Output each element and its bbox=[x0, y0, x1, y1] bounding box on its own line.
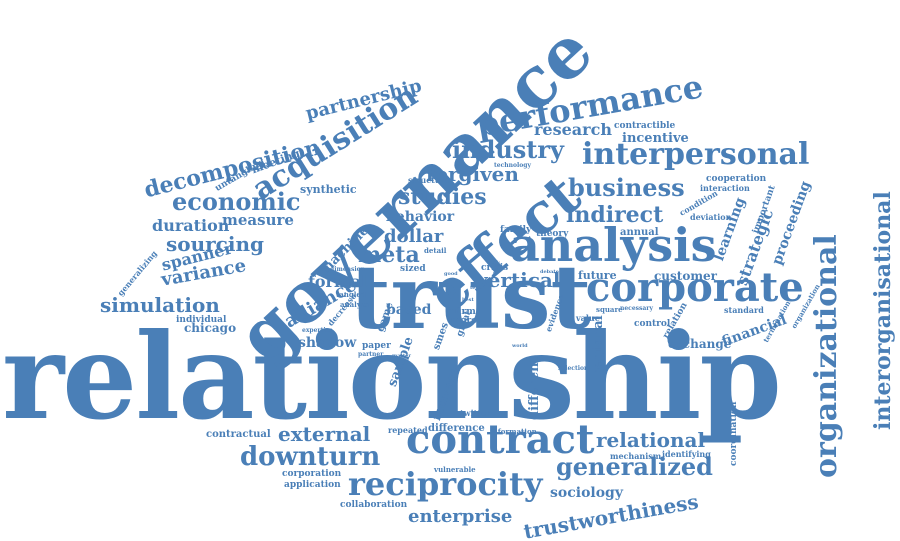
word-best: best bbox=[462, 297, 474, 303]
word-deviation: deviation bbox=[690, 212, 732, 222]
word-twitter: twitter bbox=[460, 408, 491, 418]
word-vertical: vertical bbox=[476, 268, 561, 292]
word-behavior: behavior bbox=[386, 209, 455, 225]
word-individual: individual bbox=[176, 315, 227, 325]
word-simulation: simulation bbox=[100, 293, 220, 317]
word-interorganisational: interorganisational bbox=[870, 191, 896, 430]
word-tangled: tangled bbox=[336, 290, 366, 299]
word-exchange: exchange bbox=[668, 337, 732, 351]
word-standard: standard bbox=[724, 305, 764, 315]
word-relational: relational bbox=[596, 428, 706, 452]
word-analysis: analysis bbox=[510, 218, 717, 272]
word-crisis: crisis bbox=[481, 263, 509, 273]
word-contractual: contractual bbox=[206, 429, 271, 440]
word-application: application bbox=[284, 480, 341, 490]
word-studies: studies bbox=[398, 184, 487, 210]
word-business: business bbox=[568, 173, 685, 202]
word-technology: technology bbox=[494, 162, 531, 169]
word-square: square bbox=[596, 305, 623, 314]
word-control: control bbox=[634, 319, 671, 329]
word-difference: difference bbox=[428, 423, 485, 434]
word-firm: firm bbox=[455, 307, 476, 317]
word-duration: duration bbox=[152, 216, 230, 235]
word-enterprise: enterprise bbox=[408, 506, 513, 527]
word-relationship: relationship bbox=[2, 307, 782, 446]
word-research: research bbox=[534, 120, 612, 139]
word-more: more bbox=[451, 316, 477, 326]
word-economic: economic bbox=[172, 187, 301, 216]
word-downturn: downturn bbox=[240, 442, 381, 472]
word-customer: customer bbox=[654, 269, 717, 283]
word-forgiven: forgiven bbox=[426, 162, 519, 186]
word-vulnerable: vulnerable bbox=[434, 465, 476, 474]
word-organizational: organizational bbox=[809, 234, 844, 478]
word-trust: trust bbox=[350, 245, 592, 349]
word-expertise: expertise bbox=[302, 327, 333, 334]
word-corporation: corporation bbox=[282, 469, 342, 479]
word-coordination: coordination bbox=[729, 401, 739, 466]
word-meta: meta bbox=[358, 242, 420, 268]
word-different: different bbox=[527, 356, 542, 420]
word-corporate: corporate bbox=[586, 264, 804, 311]
word-selection: selection bbox=[558, 365, 589, 372]
word-detail: detail bbox=[424, 246, 447, 255]
word-measure: measure bbox=[222, 211, 294, 229]
word-industry: industry bbox=[452, 135, 564, 164]
word-formal: formal bbox=[308, 272, 368, 291]
word-external: external bbox=[278, 422, 371, 446]
word-partner: partner bbox=[358, 351, 384, 358]
word-repeated: repeated bbox=[388, 425, 428, 435]
word-world: world bbox=[512, 343, 528, 349]
word-analyze: analyze bbox=[340, 300, 370, 309]
word-contractible: contractible bbox=[614, 121, 676, 131]
word-family: family bbox=[500, 225, 532, 235]
word-interpersonal: interpersonal bbox=[582, 137, 810, 172]
word-dimension: dimension bbox=[330, 266, 366, 273]
word-contract: contract bbox=[406, 416, 595, 463]
word-structure: structure bbox=[408, 175, 450, 185]
word-dollar: dollar bbox=[384, 226, 444, 247]
word-annual: annual bbox=[620, 227, 659, 238]
word-collaboration: collaboration bbox=[340, 500, 408, 510]
word-test: test bbox=[470, 285, 481, 291]
word-generalizing: generalizing bbox=[115, 248, 159, 298]
word-value: value bbox=[576, 313, 600, 323]
word-sociology: sociology bbox=[550, 485, 623, 501]
word-based: based bbox=[386, 302, 432, 318]
word-debate: debate bbox=[540, 269, 559, 275]
word-necessary: necessary bbox=[620, 305, 653, 312]
word-matter: matter bbox=[392, 353, 411, 359]
word-cooperation: cooperation bbox=[706, 174, 767, 184]
word-shadow: shadow bbox=[298, 335, 357, 351]
word-regional: regional bbox=[591, 315, 606, 376]
word-indirect: indirect bbox=[566, 202, 664, 228]
word-good: good bbox=[444, 271, 458, 277]
word-interaction: interaction bbox=[700, 183, 750, 193]
word-information: information bbox=[490, 427, 537, 436]
word-chicago: chicago bbox=[184, 321, 237, 335]
word-identifying: identifying bbox=[662, 449, 711, 459]
word-incentive: incentive bbox=[622, 131, 689, 146]
word-paper: paper bbox=[362, 341, 391, 351]
word-generalized: generalized bbox=[556, 452, 713, 481]
word-proceeding: proceeding bbox=[769, 179, 815, 268]
word-theory: theory bbox=[536, 229, 569, 239]
word-mechanism: mechanism bbox=[610, 451, 662, 461]
word-sized: sized bbox=[400, 264, 426, 274]
word-future: future bbox=[578, 269, 617, 282]
word-synthetic: synthetic bbox=[300, 183, 357, 196]
word-reciprocity: reciprocity bbox=[348, 465, 543, 503]
word-sourcing: sourcing bbox=[166, 232, 264, 256]
